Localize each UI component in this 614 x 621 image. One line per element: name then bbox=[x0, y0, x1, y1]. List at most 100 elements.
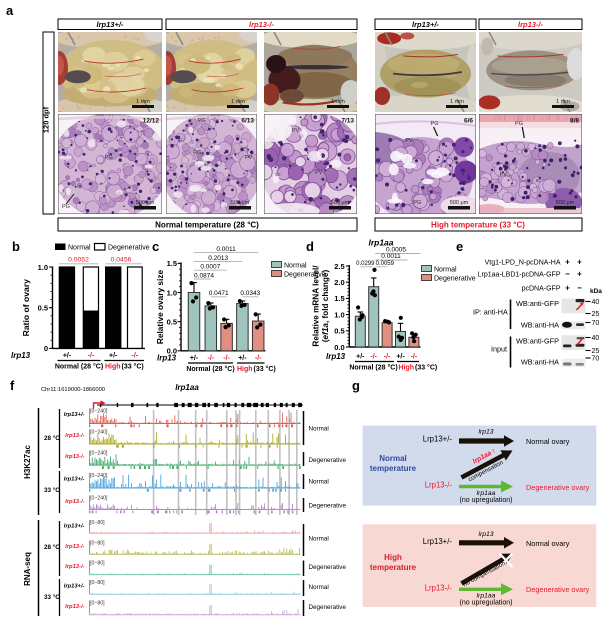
svg-text:+: + bbox=[565, 284, 570, 293]
svg-text:25: 25 bbox=[592, 348, 600, 355]
svg-text:0.0471: 0.0471 bbox=[209, 290, 229, 297]
svg-text:25: 25 bbox=[592, 311, 600, 318]
svg-text:Normal: Normal bbox=[309, 426, 329, 433]
svg-text:40: 40 bbox=[592, 335, 600, 342]
svg-text:[0−80]: [0−80] bbox=[90, 601, 105, 607]
svg-text:PG: PG bbox=[62, 204, 70, 210]
svg-text:70: 70 bbox=[592, 320, 600, 327]
svg-text:temperature: temperature bbox=[370, 563, 417, 572]
svg-text:(ef1a, fold change): (ef1a, fold change) bbox=[321, 270, 330, 343]
svg-text:lrp13+/-: lrp13+/- bbox=[97, 20, 124, 29]
svg-text:+/-: +/- bbox=[190, 355, 199, 362]
svg-text:lrp1aa: lrp1aa bbox=[477, 490, 496, 497]
svg-text:-/-: -/- bbox=[370, 354, 377, 361]
svg-text:(33 °C): (33 °C) bbox=[122, 363, 144, 371]
svg-text:High temperature (33 °C): High temperature (33 °C) bbox=[431, 221, 525, 230]
svg-text:↑: ↑ bbox=[490, 446, 498, 456]
svg-text:1.5: 1.5 bbox=[334, 294, 344, 303]
svg-text:Normal (28 °C): Normal (28 °C) bbox=[186, 365, 234, 373]
svg-text:0.0299: 0.0299 bbox=[356, 261, 375, 267]
svg-text:1 mm: 1 mm bbox=[231, 99, 245, 105]
svg-text:Normal: Normal bbox=[284, 262, 307, 269]
svg-text:sc: sc bbox=[536, 178, 542, 184]
svg-text:0.0011: 0.0011 bbox=[381, 253, 401, 260]
svg-text:a: a bbox=[6, 3, 14, 18]
svg-text:8/8: 8/8 bbox=[570, 118, 579, 125]
svg-text:0.0011: 0.0011 bbox=[216, 246, 236, 253]
svg-text:+/-: +/- bbox=[63, 353, 72, 360]
svg-text:2.5: 2.5 bbox=[334, 262, 344, 271]
svg-text:pcDNA-GFP: pcDNA-GFP bbox=[522, 286, 561, 293]
svg-text:1 mm: 1 mm bbox=[556, 99, 570, 105]
svg-text:1.5: 1.5 bbox=[167, 259, 177, 268]
svg-text:-/-: -/- bbox=[131, 353, 138, 360]
svg-text:2.0: 2.0 bbox=[334, 278, 344, 287]
svg-text:Input: Input bbox=[491, 345, 507, 354]
svg-text:40: 40 bbox=[592, 299, 600, 306]
svg-text:0.5: 0.5 bbox=[167, 317, 177, 326]
svg-text:WB:anti-GFP: WB:anti-GFP bbox=[516, 299, 559, 308]
svg-text:d: d bbox=[306, 239, 314, 254]
svg-text:lrp13: lrp13 bbox=[478, 429, 493, 436]
svg-text:1.0: 1.0 bbox=[167, 288, 177, 297]
svg-text:6/6: 6/6 bbox=[464, 118, 473, 125]
svg-text:[0−240]: [0−240] bbox=[90, 496, 108, 502]
svg-text:Lrp13+/-: Lrp13+/- bbox=[423, 435, 453, 444]
svg-text:Ratio of ovary: Ratio of ovary bbox=[21, 279, 31, 337]
svg-text:lrp13+/-: lrp13+/- bbox=[64, 584, 85, 590]
svg-text:lrp13: lrp13 bbox=[478, 531, 493, 538]
svg-text:-/-: -/- bbox=[411, 354, 418, 361]
svg-text:500 μm: 500 μm bbox=[556, 200, 575, 206]
svg-text:Lrp13-/-: Lrp13-/- bbox=[425, 584, 453, 593]
svg-text:0: 0 bbox=[44, 344, 48, 353]
svg-text:−: − bbox=[565, 270, 570, 279]
svg-text:Normal: Normal bbox=[309, 536, 329, 543]
svg-text:0.0052: 0.0052 bbox=[68, 257, 89, 264]
svg-text:33 °C: 33 °C bbox=[44, 486, 60, 494]
svg-text:1 mm: 1 mm bbox=[136, 99, 150, 105]
svg-text:Normal ovary: Normal ovary bbox=[526, 437, 570, 446]
svg-text:f: f bbox=[10, 378, 15, 393]
svg-text:lrp13+/-: lrp13+/- bbox=[64, 412, 85, 418]
svg-text:Normal: Normal bbox=[434, 266, 457, 273]
svg-text:PG: PG bbox=[193, 150, 201, 156]
svg-text:+: + bbox=[565, 258, 570, 267]
svg-text:lrp13-/-: lrp13-/- bbox=[65, 564, 84, 570]
svg-text:6/13: 6/13 bbox=[241, 118, 254, 125]
svg-text:RNA-seq: RNA-seq bbox=[23, 552, 32, 586]
svg-text:PV: PV bbox=[315, 170, 323, 176]
svg-text:Degenerative ovary: Degenerative ovary bbox=[526, 585, 590, 594]
svg-text:lrp1aa: lrp1aa bbox=[175, 383, 199, 392]
svg-text:b: b bbox=[12, 239, 20, 254]
svg-text:Degenerative: Degenerative bbox=[108, 245, 150, 252]
svg-text:WB:anti-GFP: WB:anti-GFP bbox=[516, 337, 559, 346]
svg-text:Normal: Normal bbox=[309, 584, 329, 591]
svg-text:[0−240]: [0−240] bbox=[90, 409, 108, 415]
svg-text:-/-: -/- bbox=[88, 353, 95, 360]
svg-text:-/-: -/- bbox=[255, 355, 262, 362]
svg-text:Chr11:1619000-1866000: Chr11:1619000-1866000 bbox=[41, 387, 105, 393]
svg-text:(no upregulation): (no upregulation) bbox=[460, 600, 513, 607]
svg-text:Normal: Normal bbox=[379, 454, 407, 463]
svg-text:1.0: 1.0 bbox=[38, 263, 48, 272]
svg-text:PG: PG bbox=[105, 155, 113, 161]
svg-text:0.0: 0.0 bbox=[334, 343, 344, 352]
svg-text:500 μm: 500 μm bbox=[450, 200, 469, 206]
svg-text:PV: PV bbox=[405, 138, 413, 144]
svg-text:1.0: 1.0 bbox=[334, 310, 344, 319]
svg-text:+/-: +/- bbox=[356, 354, 365, 361]
svg-text:-/-: -/- bbox=[207, 355, 214, 362]
svg-text:Relative mRNA level/: Relative mRNA level/ bbox=[312, 265, 321, 347]
svg-text:500 μm: 500 μm bbox=[231, 200, 250, 206]
svg-text:Normal ovary: Normal ovary bbox=[526, 539, 570, 548]
svg-text:+/-: +/- bbox=[109, 353, 118, 360]
svg-text:120 dpf: 120 dpf bbox=[42, 106, 51, 133]
svg-text:Lrp13+/-: Lrp13+/- bbox=[423, 537, 453, 546]
svg-text:12/12: 12/12 bbox=[143, 118, 160, 125]
svg-text:lrp13-/-: lrp13-/- bbox=[65, 454, 84, 460]
svg-text:Degenerative: Degenerative bbox=[284, 271, 326, 278]
svg-text:0.5: 0.5 bbox=[334, 327, 344, 336]
svg-text:(33 °C): (33 °C) bbox=[415, 363, 437, 371]
svg-text:lrp13-/-: lrp13-/- bbox=[518, 20, 544, 29]
svg-text:[0−80]: [0−80] bbox=[90, 541, 105, 547]
